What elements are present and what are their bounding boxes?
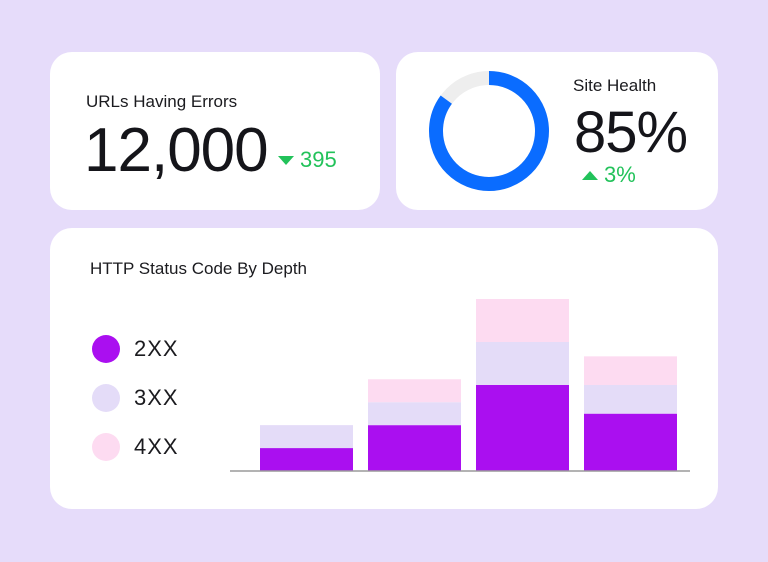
donut-fill <box>429 71 549 191</box>
chart-card: HTTP Status Code By Depth 2XX 3XX 4XX <box>50 228 718 509</box>
bar-4xx-depth-4 <box>584 356 677 385</box>
legend-item-2xx: 2XX <box>92 335 179 363</box>
bar-2xx-depth-1 <box>260 448 353 471</box>
site-health-donut <box>429 71 549 191</box>
errors-delta: 395 <box>278 147 337 173</box>
bar-3xx-depth-3 <box>476 342 569 385</box>
legend-label-3xx: 3XX <box>134 385 179 410</box>
bar-3xx-depth-4 <box>584 385 677 414</box>
bar-2xx-depth-3 <box>476 385 569 471</box>
health-value: 85% <box>574 100 688 165</box>
chart-title: HTTP Status Code By Depth <box>90 259 308 278</box>
bars-group <box>260 299 677 471</box>
errors-card: URLs Having Errors 12,000 395 <box>50 52 380 210</box>
health-delta-value: 3% <box>604 162 636 187</box>
bar-3xx-depth-1 <box>260 425 353 449</box>
errors-value: 12,000 <box>84 116 269 185</box>
bar-4xx-depth-2 <box>368 379 461 403</box>
arrow-up-icon <box>582 170 598 180</box>
bar-2xx-depth-2 <box>368 425 461 471</box>
status-by-depth-chart <box>230 299 690 472</box>
bar-4xx-depth-3 <box>476 299 569 342</box>
bar-2xx-depth-4 <box>584 413 677 471</box>
legend-label-2xx: 2XX <box>134 336 179 361</box>
health-title: Site Health <box>573 76 657 95</box>
errors-delta-value: 395 <box>300 147 337 172</box>
errors-title: URLs Having Errors <box>86 92 238 111</box>
legend-dot-4xx <box>92 433 120 461</box>
health-delta: 3% <box>582 162 636 188</box>
arrow-down-icon <box>278 155 294 165</box>
bar-3xx-depth-2 <box>368 402 461 426</box>
legend-item-4xx: 4XX <box>92 433 179 461</box>
legend-dot-2xx <box>92 335 120 363</box>
legend-dot-3xx <box>92 384 120 412</box>
legend-item-3xx: 3XX <box>92 384 179 412</box>
legend-label-4xx: 4XX <box>134 434 179 459</box>
health-card: Site Health 85% 3% <box>396 52 718 210</box>
